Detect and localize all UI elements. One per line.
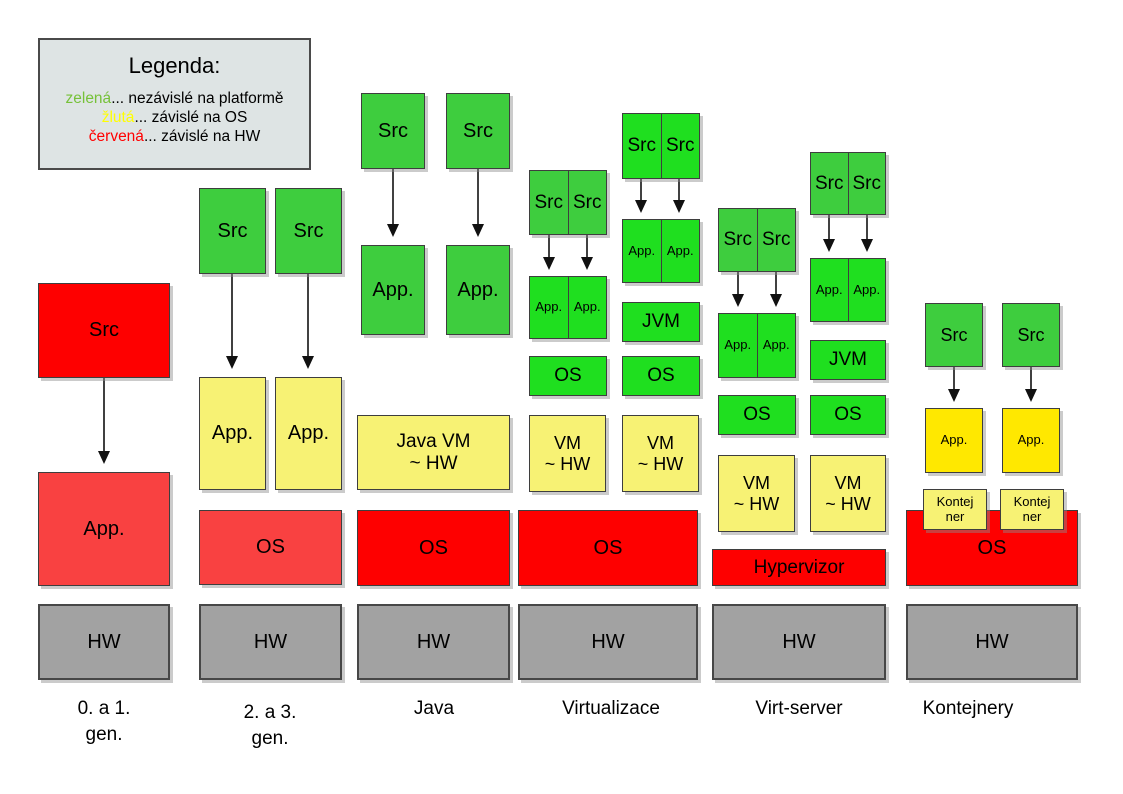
pair-src-cell: Src — [660, 114, 700, 178]
pair-src-cell: Src — [723, 229, 753, 251]
pair-app-cell: App. — [567, 277, 607, 338]
legend-term-green: zelená — [65, 90, 112, 107]
legend-items: zelená... nezávislé na platformě žlutá..… — [40, 89, 309, 146]
box-app: App. — [275, 377, 342, 490]
box-vm-hw: VM ~ HW — [529, 415, 606, 492]
legend-text-red: ... závislé na HW — [143, 128, 261, 145]
pair-src: Src Src — [529, 170, 607, 235]
box-app: App. — [1002, 408, 1060, 473]
box-jvm: JVM — [810, 340, 886, 380]
flow-arrow-head — [948, 389, 960, 402]
flow-arrow-head — [387, 224, 399, 237]
box-os: OS — [199, 510, 342, 585]
box-hw: HW — [199, 604, 342, 680]
box-os-guest: OS — [622, 356, 700, 396]
pair-src: Src Src — [810, 152, 886, 215]
flow-arrow-head — [823, 239, 835, 252]
box-hw: HW — [38, 604, 170, 680]
box-src: Src — [925, 303, 983, 367]
pair-app: App. App. — [529, 276, 607, 339]
pair-src-cell: Src — [567, 171, 607, 234]
column-label: Java — [413, 698, 455, 719]
legend-item-yellow: žlutá... závislé na OS — [40, 108, 309, 127]
box-app: App. — [925, 408, 983, 473]
legend-text-yellow: ... závislé na OS — [134, 109, 248, 126]
pair-src-cell: Src — [756, 209, 796, 271]
flow-arrow-head — [770, 294, 782, 307]
pair-app: App. App. — [718, 313, 796, 378]
flow-arrow-head — [98, 451, 110, 464]
box-vm-hw: VM ~ HW — [810, 455, 886, 532]
legend-title: Legenda: — [128, 53, 221, 78]
box-app: App. — [38, 472, 170, 586]
column-label: Virtualizace — [562, 698, 660, 719]
flow-arrow-head — [472, 224, 484, 237]
box-src: Src — [199, 188, 266, 274]
box-os: OS — [518, 510, 698, 586]
flow-arrow-head — [1025, 389, 1037, 402]
pair-app-cell: App. — [660, 220, 700, 282]
pair-app-cell: App. — [847, 259, 886, 321]
pair-app-cell: App. — [535, 299, 563, 315]
pair-app-cell: App. — [815, 281, 843, 297]
box-app: App. — [446, 245, 510, 335]
box-hw: HW — [906, 604, 1078, 680]
box-os-guest: OS — [718, 395, 796, 435]
legend: Legenda: zelená... nezávislé na platform… — [38, 38, 311, 170]
box-os-guest: OS — [529, 356, 607, 396]
legend-text-green: ... nezávislé na platformě — [111, 90, 284, 107]
box-kontejner: Kontej ner — [1000, 489, 1064, 530]
column-label: 0. a 1. gen. — [77, 698, 131, 745]
box-hypervizor: Hypervizor — [712, 549, 886, 586]
box-kontejner: Kontej ner — [923, 489, 987, 530]
legend-term-red: červená — [88, 128, 144, 145]
box-src: Src — [275, 188, 342, 274]
box-hw: HW — [712, 604, 886, 680]
pair-app: App. App. — [810, 258, 886, 322]
pair-src-cell: Src — [534, 191, 564, 213]
pair-src: Src Src — [718, 208, 796, 272]
box-vm-hw: VM ~ HW — [718, 455, 795, 532]
pair-app: App. App. — [622, 219, 700, 283]
flow-arrow-head — [302, 356, 314, 369]
box-src: Src — [1002, 303, 1060, 367]
box-hw: HW — [518, 604, 698, 680]
pair-app-cell: App. — [756, 314, 796, 377]
box-os-guest: OS — [810, 395, 886, 435]
pair-app-cell: App. — [724, 337, 752, 353]
flow-arrow-head — [861, 239, 873, 252]
box-vm-hw: VM ~ HW — [622, 415, 699, 492]
box-java-vm: Java VM ~ HW — [357, 415, 510, 490]
pair-src-cell: Src — [815, 172, 844, 194]
flow-arrow-head — [543, 257, 555, 270]
pair-src-cell: Src — [627, 135, 657, 157]
legend-term-yellow: žlutá — [101, 109, 135, 126]
column-label: 2. a 3. gen. — [243, 702, 297, 749]
column-label: Virt-server — [755, 698, 843, 719]
box-app: App. — [361, 245, 425, 335]
legend-item-red: červená... závislé na HW — [40, 127, 309, 146]
flow-arrow-head — [581, 257, 593, 270]
box-app: App. — [199, 377, 266, 490]
flow-arrow-head — [732, 294, 744, 307]
flow-arrow-head — [673, 200, 685, 213]
box-jvm: JVM — [622, 302, 700, 342]
pair-src: Src Src — [622, 113, 700, 179]
pair-src-cell: Src — [847, 153, 886, 214]
box-os: OS — [357, 510, 510, 586]
flow-arrow-head — [226, 356, 238, 369]
box-src: Src — [446, 93, 510, 169]
box-hw: HW — [357, 604, 510, 680]
box-src: Src — [38, 283, 170, 378]
legend-item-green: zelená... nezávislé na platformě — [40, 89, 309, 108]
flow-arrow-head — [635, 200, 647, 213]
column-label: Kontejnery — [922, 698, 1014, 719]
box-src: Src — [361, 93, 425, 169]
pair-app-cell: App. — [628, 242, 656, 258]
